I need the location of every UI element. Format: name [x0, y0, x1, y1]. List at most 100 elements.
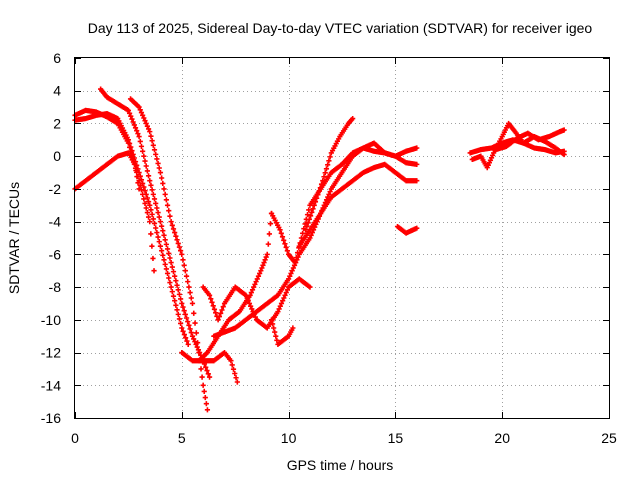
- data-point: [232, 370, 238, 377]
- series-track-i: [268, 317, 296, 347]
- data-point: [277, 227, 283, 233]
- data-point: [260, 262, 266, 268]
- data-point: [308, 232, 314, 238]
- data-point: [326, 158, 332, 164]
- data-point: [138, 109, 145, 116]
- data-point: [137, 138, 143, 145]
- data-point: [561, 127, 567, 133]
- data-point: [178, 248, 184, 254]
- data-point: [142, 118, 148, 124]
- data-point: [206, 292, 213, 298]
- data-point: [327, 189, 333, 195]
- data-point: [143, 163, 149, 169]
- data-point: [169, 222, 175, 228]
- data-point: [160, 228, 166, 234]
- data-point: [312, 199, 319, 205]
- data-point: [141, 153, 147, 159]
- data-point: [151, 268, 157, 274]
- data-point: [147, 129, 153, 135]
- data-point: [278, 230, 284, 236]
- data-point: [211, 306, 218, 312]
- series-track-n: [394, 223, 420, 236]
- series-track-p: [469, 120, 567, 171]
- data-point: [201, 388, 207, 395]
- data-point: [180, 257, 186, 263]
- data-point: [163, 241, 169, 247]
- data-point: [263, 254, 269, 260]
- data-point: [164, 202, 171, 208]
- y-tick-label: -16: [41, 410, 61, 426]
- data-point: [159, 223, 165, 229]
- series-track-d: [127, 96, 211, 413]
- data-point: [249, 306, 255, 312]
- data-point: [145, 199, 152, 205]
- data-point: [272, 329, 278, 335]
- plot-frame: [74, 57, 610, 419]
- data-point: [129, 148, 135, 154]
- data-point: [300, 230, 306, 236]
- data-point: [134, 174, 140, 180]
- data-point: [283, 244, 289, 250]
- data-point: [142, 158, 148, 164]
- data-point: [188, 295, 194, 301]
- data-point: [205, 371, 211, 377]
- data-point: [320, 178, 326, 184]
- data-point: [230, 366, 237, 372]
- data-point: [290, 265, 296, 271]
- data-point: [264, 251, 270, 257]
- data-point: [138, 143, 145, 149]
- data-point: [174, 237, 180, 243]
- data-point: [208, 296, 214, 302]
- series-track-m: [296, 161, 420, 249]
- data-point: [161, 232, 167, 238]
- data-point: [183, 315, 190, 321]
- data-point: [258, 268, 264, 274]
- data-point: [187, 289, 193, 296]
- data-point: [169, 289, 175, 295]
- data-point: [194, 344, 200, 350]
- data-point: [174, 282, 180, 288]
- data-point: [261, 259, 267, 266]
- data-point: [304, 223, 310, 229]
- data-point: [180, 304, 186, 310]
- data-point: [173, 233, 179, 239]
- data-point: [233, 375, 239, 381]
- data-point: [150, 142, 156, 148]
- data-point: [183, 335, 189, 341]
- data-point: [304, 212, 311, 218]
- data-point: [305, 220, 311, 226]
- data-point: [189, 300, 196, 307]
- data-point: [166, 250, 172, 257]
- x-tick-label: 15: [388, 430, 404, 446]
- data-point: [167, 255, 173, 261]
- data-point: [136, 186, 142, 192]
- data-point: [178, 296, 184, 302]
- data-point: [196, 349, 202, 356]
- data-point: [187, 326, 193, 332]
- data-point: [145, 126, 152, 132]
- data-point: [323, 166, 330, 172]
- data-point: [153, 151, 159, 157]
- data-point: [259, 265, 265, 271]
- data-point: [186, 322, 192, 328]
- data-point: [318, 181, 325, 187]
- data-point: [163, 197, 169, 203]
- data-point: [162, 237, 168, 243]
- data-point: [248, 303, 254, 309]
- data-point: [178, 320, 184, 327]
- data-point: [200, 382, 206, 388]
- data-point: [220, 304, 226, 310]
- data-point: [293, 255, 299, 261]
- data-point: [309, 209, 315, 215]
- data-point: [155, 234, 161, 240]
- data-point: [307, 284, 313, 290]
- data-point: [314, 195, 320, 201]
- data-point: [156, 214, 162, 220]
- data-point: [292, 259, 298, 266]
- data-point: [182, 311, 188, 317]
- data-point: [154, 229, 160, 236]
- data-point: [414, 145, 420, 151]
- data-point: [288, 270, 294, 277]
- data-point: [175, 311, 181, 317]
